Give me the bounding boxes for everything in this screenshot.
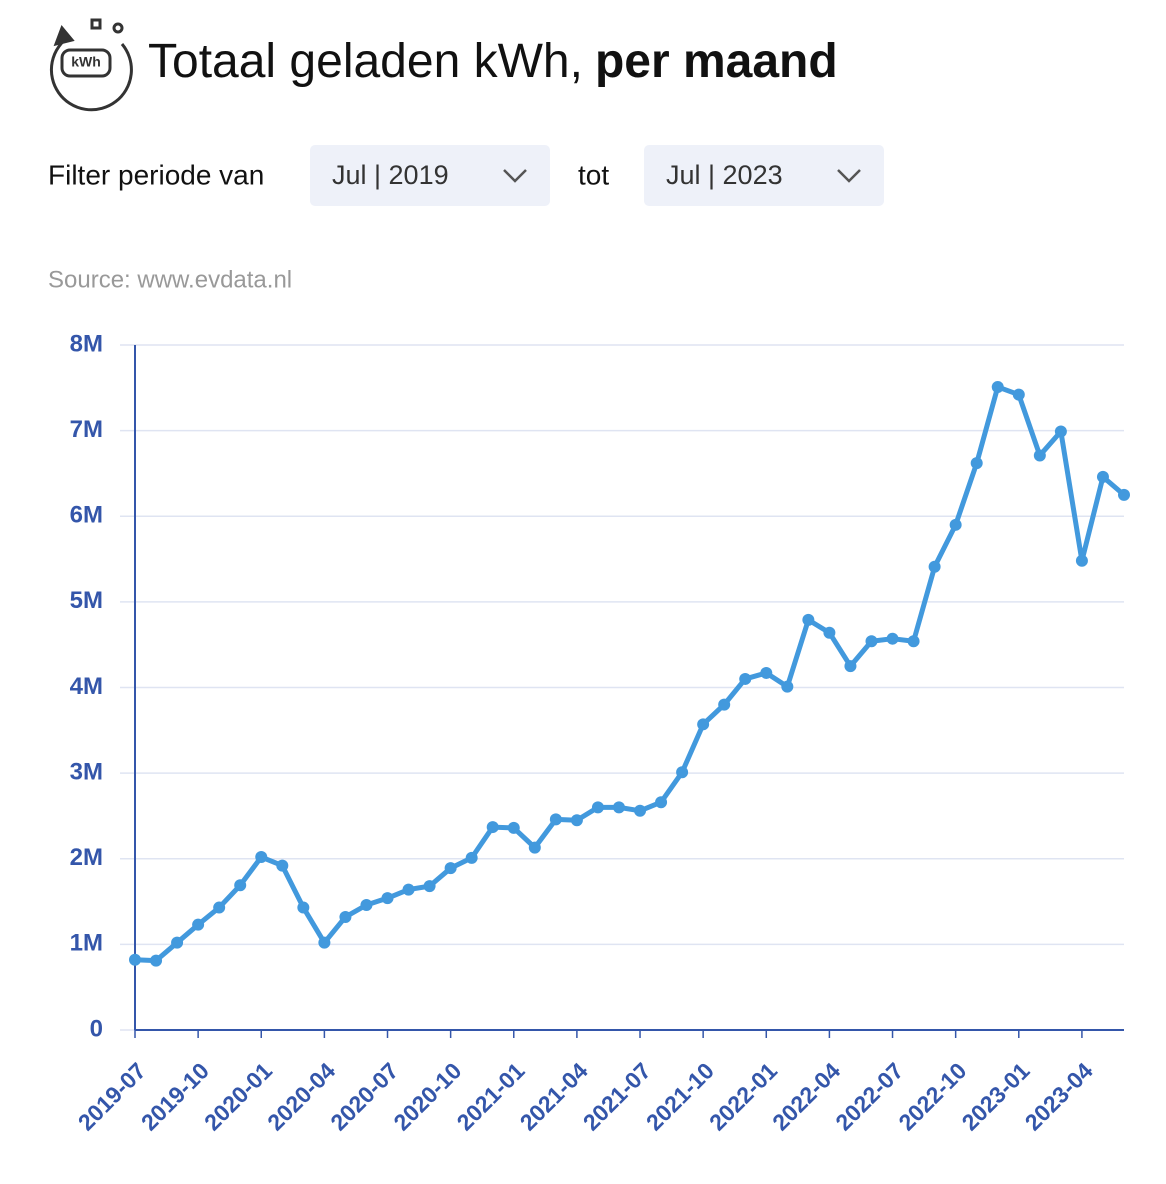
title-text: Totaal geladen kWh, [148,35,583,88]
point [697,718,710,731]
x-tick-label: 2022-10 [893,1057,971,1135]
point [318,936,331,949]
filter-label: Filter periode van [48,159,264,190]
point [907,635,920,648]
x-tick-label: 2020-04 [262,1057,340,1135]
point [276,859,289,872]
point [718,698,731,711]
point [234,879,247,892]
point [1075,554,1088,567]
dropdown-box[interactable] [310,145,550,206]
source: Source: www.evdata.nl [48,266,292,293]
x-tick-label: 2021-10 [641,1057,719,1135]
point [928,560,941,573]
point [781,680,794,693]
point [213,901,226,914]
x-tick-label: 2022-01 [704,1057,782,1135]
dropdown-value[interactable]: Jul | 2023 [666,160,783,190]
dropdown-box[interactable] [644,145,884,206]
y-tick-label: 5M [70,587,103,614]
plot: 01M2M3M4M5M6M7M8M2019-072019-102020-0120… [70,330,1130,1136]
chevron [503,169,527,183]
point [1096,470,1109,483]
point [1054,425,1067,438]
kwh-icon [49,18,133,112]
dropdown-value[interactable]: Jul | 2019 [332,160,449,190]
point [486,821,499,834]
point [465,851,478,864]
x-tick-label: 2022-07 [830,1057,908,1135]
x-tick-label: 2020-01 [199,1057,277,1135]
x-tick-label: 2019-10 [136,1057,214,1135]
x-tick-label: 2019-07 [73,1057,151,1135]
dropdown-to[interactable]: Jul | 2023 [644,145,884,206]
point [423,880,436,893]
point [949,518,962,531]
x-tick-label: 2023-01 [957,1057,1035,1135]
point [865,635,878,648]
point [549,813,562,826]
point [844,660,857,673]
point [444,862,457,875]
x-tick-label: 2021-01 [452,1057,530,1135]
y-tick-label: 3M [70,758,103,785]
filter-between: tot [578,159,609,190]
point [381,892,394,905]
point [802,613,815,626]
point [991,380,1004,393]
point [739,672,752,685]
title-bold: per maand [595,35,838,88]
x-tick-label: 2023-04 [1020,1057,1098,1135]
point [1033,449,1046,462]
point [339,910,352,923]
y-tick-label: 1M [70,930,103,957]
point [970,457,983,470]
y-tick-label: 0 [90,1015,103,1042]
point [192,918,205,931]
point [150,954,163,967]
y-tick-label: 6M [70,502,103,529]
point [634,804,647,817]
icon-label: kWh [71,54,101,70]
y-tick-label: 2M [70,844,103,871]
y-tick-label: 7M [70,416,103,443]
point [255,851,268,864]
point [823,626,836,639]
point [1118,488,1130,501]
point [612,801,625,814]
x-tick-label: 2022-04 [767,1057,845,1135]
line [134,384,1126,964]
y-tick-label: 4M [70,673,103,700]
point [1012,388,1025,401]
point [591,801,604,814]
point [171,936,184,949]
dropdown-from[interactable]: Jul | 2019 [310,145,550,206]
title: Totaal geladen kWh, per maand [148,35,838,88]
point [676,766,689,779]
point [507,821,520,834]
point [402,883,415,896]
point [570,814,583,827]
point [360,898,373,911]
point [886,632,899,645]
y-tick-label: 8M [70,330,103,357]
point [760,666,773,679]
x-tick-label: 2020-07 [325,1057,403,1135]
point [129,953,141,966]
chevron [837,169,861,183]
point [655,796,668,809]
point [297,901,310,914]
x-tick-label: 2021-04 [515,1057,593,1135]
point [528,841,541,854]
x-tick-label: 2020-10 [388,1057,466,1135]
x-tick-label: 2021-07 [578,1057,656,1135]
